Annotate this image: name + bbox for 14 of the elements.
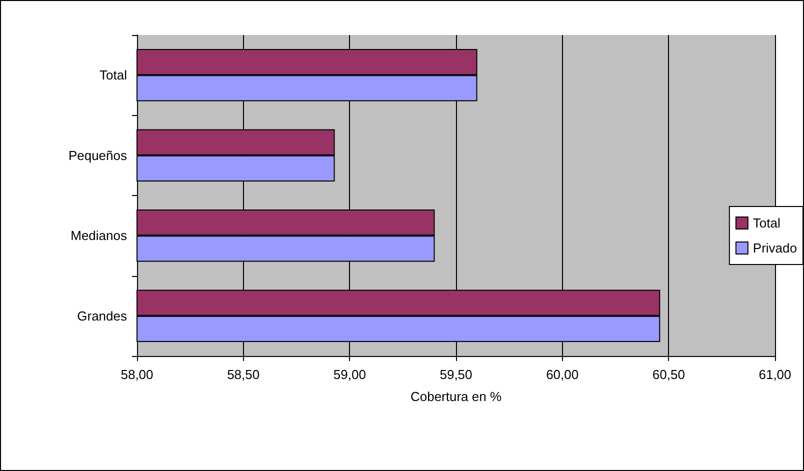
x-axis-title: Cobertura en % xyxy=(410,389,502,404)
x-tick-label: 58,50 xyxy=(227,367,260,382)
x-tick-label: 59,50 xyxy=(440,367,472,382)
y-tick-label: Grandes xyxy=(77,308,128,324)
y-tick-label: Pequeños xyxy=(68,148,128,163)
x-tick-label: 60,50 xyxy=(652,367,685,382)
x-tick-label: 59,00 xyxy=(333,367,366,382)
x-tick-label: 58,00 xyxy=(120,367,154,382)
x-tick-label: 61,00 xyxy=(758,367,792,382)
y-tick-label: Medianos xyxy=(70,228,128,244)
legend-label: Privado xyxy=(752,240,797,256)
x-tick-label: 60,00 xyxy=(546,367,579,382)
y-tick-label: Total xyxy=(100,68,128,83)
legend-label: Total xyxy=(752,216,780,230)
